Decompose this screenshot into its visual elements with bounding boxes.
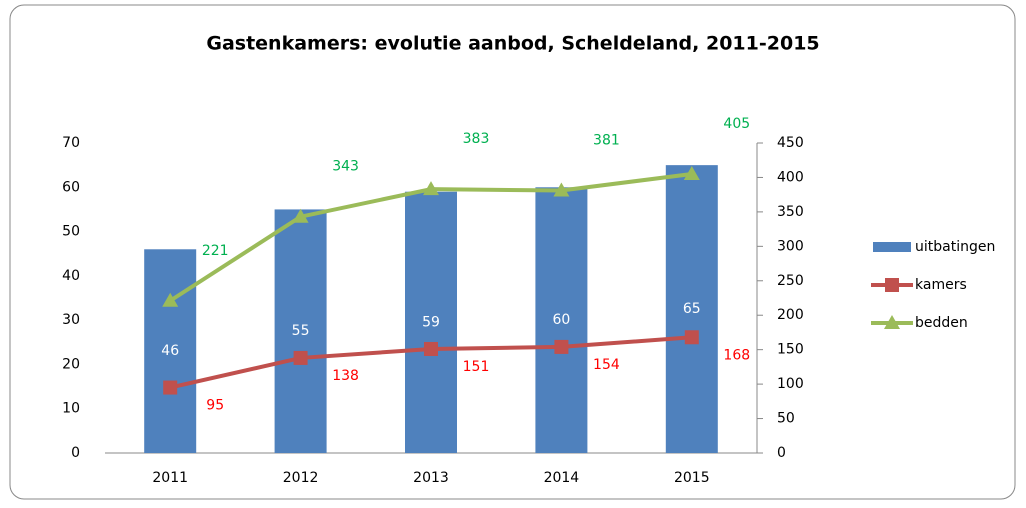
legend-swatch [873,242,911,252]
bar [144,249,197,453]
marker [163,380,178,395]
chart-title: Gastenkamers: evolutie aanbod, Scheldela… [206,33,819,55]
bar-label: 46 [161,343,179,359]
y2-tick-label: 200 [777,307,804,323]
bar [405,191,457,453]
marker [162,292,179,307]
marker [553,182,570,197]
marker [424,341,438,356]
y2-tick-label: 0 [777,445,786,461]
bar-label: 60 [552,312,570,328]
legend-marker [884,315,900,329]
y-tick-label: 20 [62,356,80,372]
y-tick-label: 30 [62,312,80,328]
y-tick-label: 70 [62,135,80,151]
data-label: 95 [206,398,224,414]
bar [535,187,588,454]
chart-border [9,4,1016,500]
marker [684,330,699,345]
legend-marker [885,278,899,292]
bar [665,165,718,453]
data-label: 381 [593,133,620,149]
y-tick-label: 40 [62,268,80,284]
x-tick-label: 2012 [283,470,319,486]
data-label: 343 [332,159,359,175]
bar-label: 65 [683,301,701,317]
y2-tick-label: 250 [777,273,804,289]
data-label: 221 [202,243,229,259]
marker [423,181,439,196]
legend-label: kamers [915,277,967,293]
y2-tick-label: 100 [777,376,804,392]
x-tick-label: 2015 [674,470,710,486]
data-label: 168 [723,347,750,363]
marker [292,208,309,223]
bar-label: 55 [292,323,310,339]
y2-tick-label: 150 [777,342,804,358]
marker [293,350,308,365]
y2-tick-label: 50 [777,411,795,427]
y-tick-label: 60 [62,179,80,195]
data-label: 138 [332,368,359,384]
y2-tick-label: 400 [777,169,804,185]
marker [554,339,569,354]
legend-label: bedden [915,315,968,331]
legend-label: uitbatingen [915,239,995,255]
x-tick-label: 2013 [413,470,449,486]
y-tick-label: 50 [62,224,80,240]
y-tick-label: 10 [62,401,80,417]
bar-label: 59 [422,314,440,330]
y2-tick-label: 300 [777,238,804,254]
marker [683,166,700,180]
data-label: 405 [723,116,750,132]
x-tick-label: 2014 [544,470,580,486]
x-tick-label: 2011 [152,470,188,486]
data-label: 151 [463,359,490,375]
y2-tick-label: 350 [777,204,804,220]
bar [274,209,327,453]
y-tick-label: 0 [71,445,80,461]
data-label: 383 [463,131,490,147]
data-label: 154 [593,357,620,373]
y2-tick-label: 450 [777,135,804,151]
